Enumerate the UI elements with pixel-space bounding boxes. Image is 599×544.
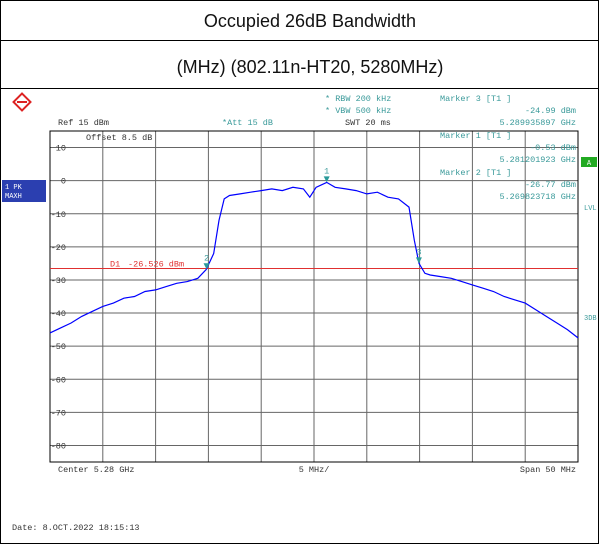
div-freq: 5 MHz/ (299, 465, 330, 475)
marker-header: Marker 3 [T1 ] (440, 94, 511, 104)
date: Date: 8.OCT.2022 18:15:13 (12, 523, 140, 533)
trace-mode: MAXH (5, 193, 22, 201)
marker-value: -26.77 dBm (525, 180, 576, 190)
trace (49, 181, 579, 339)
flag-lvl: LVL (584, 205, 597, 213)
marker-id: 3 (416, 247, 421, 257)
display-line-value: -26.526 dBm (128, 259, 184, 269)
trace-box (2, 180, 46, 202)
marker-header: Marker 1 [T1 ] (440, 131, 511, 141)
attenuation: *Att 15 dB (222, 118, 273, 128)
marker-freq: 5.281201923 GHz (499, 155, 576, 165)
y-tick-label: -20 (51, 243, 66, 253)
marker-value: -24.99 dBm (525, 106, 576, 116)
marker (415, 257, 422, 264)
vbw: * VBW 500 kHz (325, 106, 391, 116)
title: Occupied 26dB Bandwidth (204, 11, 416, 31)
logo (12, 92, 32, 112)
rbw: * RBW 200 kHz (325, 94, 391, 104)
center-freq: Center 5.28 GHz (58, 465, 135, 475)
y-tick-label: -50 (51, 342, 66, 352)
marker-id: 1 (324, 166, 329, 176)
y-tick-label: 10 (56, 144, 66, 154)
display-line-name: D1 (110, 259, 120, 269)
subtitle: (MHz) (802.11n-HT20, 5280MHz) (177, 57, 444, 77)
y-tick-label: 0 (61, 177, 66, 187)
marker-value: -0.53 dBm (530, 143, 576, 153)
marker-freq: 5.269823718 GHz (499, 192, 576, 202)
flag-box (581, 157, 597, 167)
marker (203, 263, 210, 270)
marker-id: 2 (204, 253, 209, 263)
marker (323, 176, 330, 183)
span-freq: Span 50 MHz (520, 465, 576, 475)
plot-frame (49, 130, 579, 463)
y-tick-label: -70 (51, 408, 66, 418)
offset: Offset 8.5 dB (86, 133, 152, 143)
trace-mode: 1 PK (5, 184, 23, 192)
marker-header: Marker 2 [T1 ] (440, 168, 511, 178)
y-tick-label: -10 (51, 210, 66, 220)
marker-freq: 5.289935897 GHz (499, 118, 576, 128)
sweep-time: SWT 20 ms (345, 118, 391, 128)
ref-level: Ref 15 dBm (58, 118, 109, 128)
flag-a: A (587, 160, 592, 168)
y-tick-label: -80 (51, 441, 66, 451)
y-tick-label: -40 (51, 309, 66, 319)
y-tick-label: -60 (51, 375, 66, 385)
plot: 10 0 -10 -20 -30 -40 -50 -60 -70 -80 D1 -26.526 dBm… (49, 130, 579, 463)
flag-3db: 3DB (584, 315, 597, 323)
y-tick-label: -30 (51, 276, 66, 286)
